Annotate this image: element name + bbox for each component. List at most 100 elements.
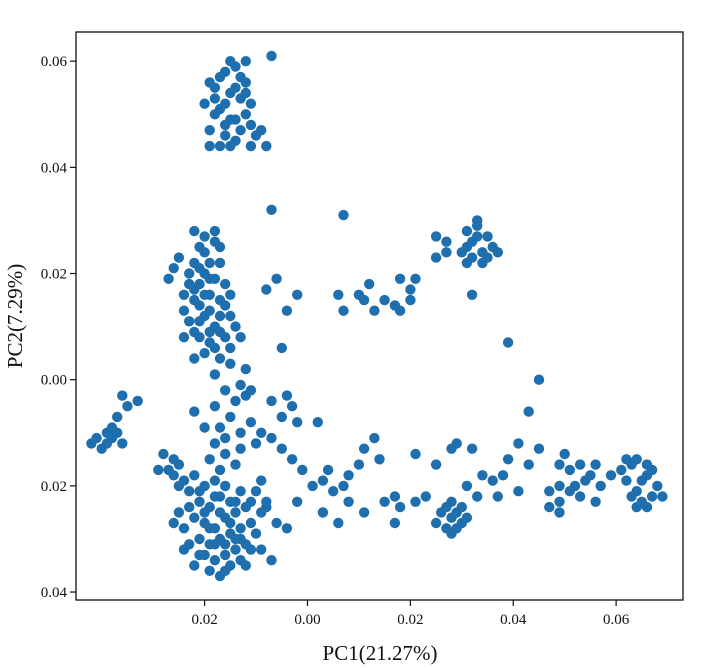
- scatter-point: [112, 411, 123, 423]
- scatter-point: [189, 470, 200, 481]
- scatter-point: [214, 257, 226, 269]
- scatter-point: [328, 486, 339, 497]
- scatter-point: [122, 401, 133, 412]
- scatter-point: [220, 480, 231, 492]
- scatter-point: [646, 464, 658, 476]
- x-axis-title: PC1(21.27%): [323, 641, 438, 665]
- scatter-point: [194, 300, 205, 311]
- scatter-point: [230, 496, 241, 507]
- scatter-point: [605, 470, 617, 481]
- scatter-point: [209, 475, 221, 486]
- scatter-point: [168, 470, 179, 481]
- scatter-point: [338, 209, 349, 221]
- scatter-point: [317, 475, 329, 486]
- scatter-point: [646, 491, 658, 502]
- scatter-point: [173, 252, 185, 263]
- scatter-point: [569, 480, 581, 492]
- scatter-point: [220, 432, 231, 444]
- scatter-point: [153, 464, 164, 476]
- scatter-point: [574, 491, 586, 502]
- scatter-point: [513, 438, 524, 449]
- scatter-point: [379, 496, 390, 507]
- scatter-point: [199, 348, 210, 359]
- scatter-point: [266, 204, 277, 215]
- scatter-point: [250, 438, 262, 449]
- scatter-point: [410, 496, 421, 507]
- scatter-point: [436, 507, 447, 518]
- scatter-point: [322, 464, 334, 476]
- scatter-point: [235, 125, 246, 136]
- scatter-point: [652, 480, 663, 492]
- scatter-point: [245, 417, 257, 428]
- scatter-point: [245, 140, 257, 152]
- scatter-point: [209, 109, 221, 120]
- scatter-point: [220, 385, 231, 396]
- scatter-point: [590, 496, 601, 507]
- scatter-point: [209, 539, 221, 550]
- scatter-point: [214, 422, 226, 433]
- scatter-point: [472, 231, 483, 242]
- scatter-point: [590, 459, 601, 470]
- scatter-point: [204, 523, 215, 534]
- scatter-point: [209, 555, 221, 566]
- scatter-point: [497, 470, 509, 481]
- scatter-point: [209, 369, 221, 380]
- scatter-point: [225, 140, 236, 152]
- scatter-point: [544, 486, 555, 497]
- scatter-point: [178, 523, 190, 534]
- scatter-point: [173, 480, 185, 492]
- plot-frame: [75, 31, 684, 601]
- scatter-point: [456, 247, 467, 258]
- scatter-point: [256, 427, 267, 438]
- scatter-point: [461, 480, 473, 492]
- scatter-point: [163, 273, 174, 284]
- scatter-point: [502, 454, 514, 465]
- scatter-point: [631, 501, 642, 513]
- scatter-point: [533, 374, 545, 385]
- scatter-point: [178, 305, 190, 316]
- scatter-point: [209, 491, 221, 502]
- scatter-point: [250, 486, 262, 497]
- scatter-point: [564, 464, 575, 476]
- scatter-point: [158, 448, 169, 460]
- scatter-point: [214, 140, 226, 152]
- scatter-point: [220, 98, 231, 109]
- scatter-point: [204, 125, 215, 136]
- scatter-point: [585, 470, 596, 481]
- scatter-point: [343, 496, 354, 507]
- scatter-point: [189, 560, 200, 571]
- scatter-point: [292, 289, 303, 300]
- x-axis-ticks: 0.02 0.00 0.02 0.04 0.06: [191, 600, 630, 628]
- scatter-point: [281, 390, 293, 401]
- scatter-point: [410, 273, 421, 284]
- x-tick-label: 0.00: [294, 612, 320, 628]
- scatter-point: [235, 379, 246, 391]
- scatter-point: [178, 332, 190, 343]
- scatter-point: [281, 305, 293, 316]
- scatter-point: [574, 459, 586, 470]
- scatter-point: [204, 257, 215, 269]
- scatter-point: [199, 98, 210, 109]
- scatter-point: [369, 432, 380, 444]
- scatter-point: [184, 278, 195, 290]
- scatter-point: [189, 225, 200, 237]
- scatter-point: [184, 268, 195, 279]
- scatter-point: [184, 316, 195, 327]
- scatter-point: [276, 443, 287, 454]
- scatter-point: [220, 539, 231, 550]
- scatter-point: [446, 496, 457, 507]
- scatter-point: [266, 432, 277, 444]
- scatter-point: [96, 443, 107, 454]
- scatter-point: [595, 480, 606, 492]
- scatter-point: [477, 470, 488, 481]
- y-tick-label: 0.02: [41, 267, 67, 283]
- scatter-point: [204, 326, 215, 338]
- scatter-point: [482, 231, 493, 242]
- scatter-point: [446, 528, 457, 539]
- scatter-point: [194, 549, 205, 561]
- scatter-point: [394, 273, 406, 284]
- scatter-point: [374, 454, 385, 465]
- scatter-point: [220, 119, 231, 131]
- scatter-point: [230, 114, 241, 125]
